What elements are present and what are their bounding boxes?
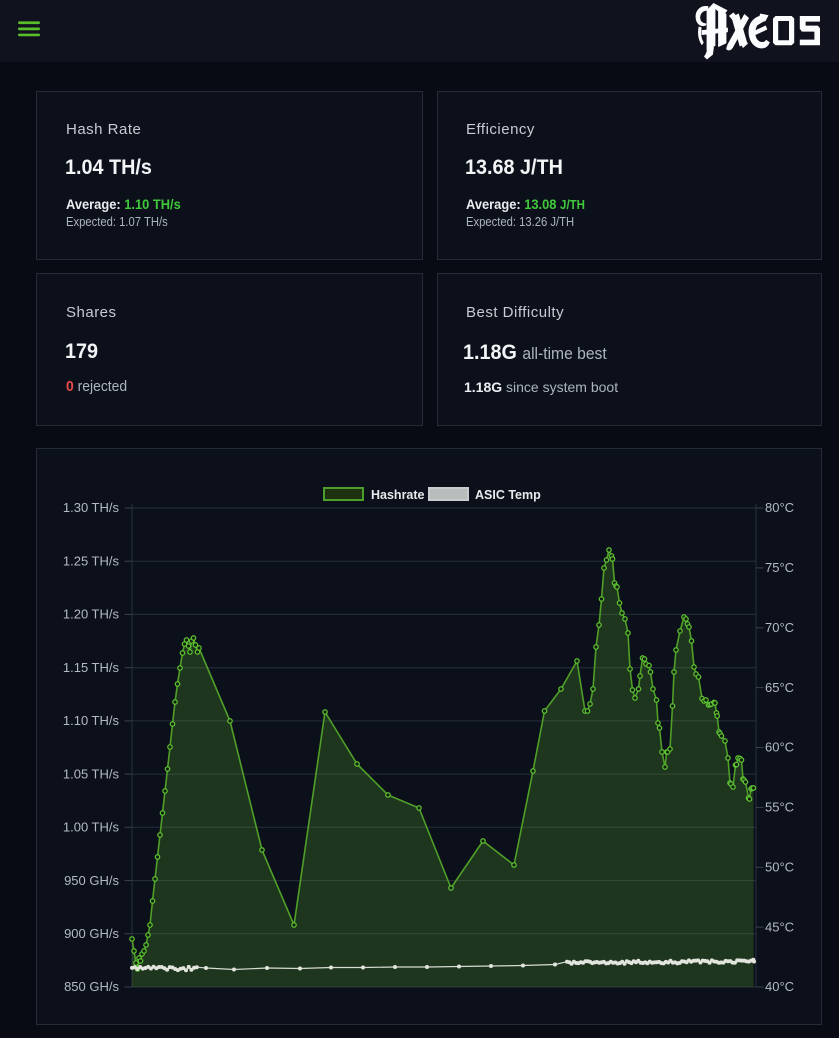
svg-text:45°C: 45°C <box>765 919 794 934</box>
svg-text:ASIC Temp: ASIC Temp <box>475 488 541 502</box>
svg-text:50°C: 50°C <box>765 860 794 875</box>
svg-text:1.20 TH/s: 1.20 TH/s <box>63 607 120 622</box>
svg-text:Hashrate: Hashrate <box>371 488 425 502</box>
svg-text:55°C: 55°C <box>765 800 794 815</box>
svg-text:1.15 TH/s: 1.15 TH/s <box>63 660 120 675</box>
svg-text:1.00 TH/s: 1.00 TH/s <box>63 820 120 835</box>
svg-text:1.10 TH/s: 1.10 TH/s <box>63 713 120 728</box>
svg-text:75°C: 75°C <box>765 560 794 575</box>
svg-text:1.05 TH/s: 1.05 TH/s <box>63 766 120 781</box>
svg-text:60°C: 60°C <box>765 740 794 755</box>
svg-text:1.25 TH/s: 1.25 TH/s <box>63 553 120 568</box>
svg-text:70°C: 70°C <box>765 620 794 635</box>
svg-text:850 GH/s: 850 GH/s <box>64 979 119 994</box>
svg-text:900 GH/s: 900 GH/s <box>64 926 119 941</box>
svg-text:950 GH/s: 950 GH/s <box>64 873 119 888</box>
svg-text:65°C: 65°C <box>765 680 794 695</box>
svg-text:1.30 TH/s: 1.30 TH/s <box>63 500 120 515</box>
svg-text:80°C: 80°C <box>765 500 794 515</box>
svg-text:40°C: 40°C <box>765 979 794 994</box>
